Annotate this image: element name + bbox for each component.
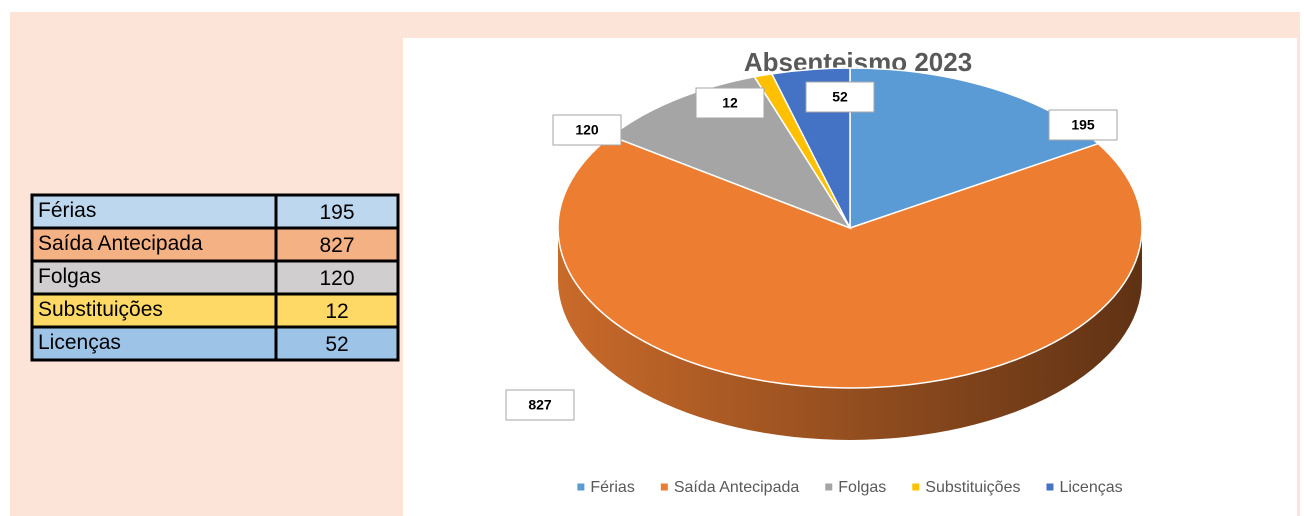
- table-value: 827: [319, 234, 354, 257]
- table-cell: [274, 325, 400, 362]
- legend-marker: [912, 483, 920, 491]
- table-value: 12: [325, 300, 348, 323]
- legend-marker: [577, 483, 585, 491]
- data-label: 827: [528, 397, 552, 413]
- table-cell: [274, 292, 400, 329]
- legend-label: Licenças: [1059, 479, 1122, 496]
- data-table: Férias 195 Saída Antecipada 827 Folgas 120 Sub…: [30, 193, 400, 362]
- table-value: 195: [319, 201, 354, 224]
- legend-marker: [660, 483, 668, 491]
- data-label-box: [805, 81, 875, 113]
- table-label: Substituições: [38, 298, 163, 321]
- data-label: 120: [575, 122, 599, 138]
- pie-slice-side: [558, 228, 1142, 440]
- pie-sides: [558, 228, 1142, 440]
- table-value: 52: [325, 333, 348, 356]
- data-label-box: [505, 389, 575, 421]
- table-label: Férias: [38, 199, 96, 222]
- data-label: 52: [832, 89, 848, 105]
- legend-label: Folgas: [838, 479, 886, 496]
- table-label: Licenças: [38, 331, 121, 354]
- pie-top: [557, 67, 1143, 389]
- legend-label: Saída Antecipada: [674, 479, 800, 496]
- data-label: 195: [1071, 117, 1095, 133]
- table-label: Saída Antecipada: [38, 232, 203, 255]
- data-label-box: [552, 114, 622, 146]
- table-value: 120: [319, 267, 354, 290]
- legend-marker: [1046, 483, 1054, 491]
- data-labels: 195 827 120 12 52: [505, 81, 1118, 421]
- table-cell: [30, 325, 278, 362]
- table-label: Folgas: [38, 265, 101, 288]
- data-label-box: [695, 87, 765, 119]
- legend-marker: [825, 483, 833, 491]
- pie-slice: [557, 135, 1143, 389]
- legend-label: Substituições: [925, 479, 1020, 496]
- data-label: 12: [722, 95, 738, 111]
- legend-label: Férias: [590, 479, 634, 496]
- legend: Férias Saída Antecipada Folgas Substituiçõe…: [577, 479, 1123, 496]
- data-label-box: [1048, 109, 1118, 141]
